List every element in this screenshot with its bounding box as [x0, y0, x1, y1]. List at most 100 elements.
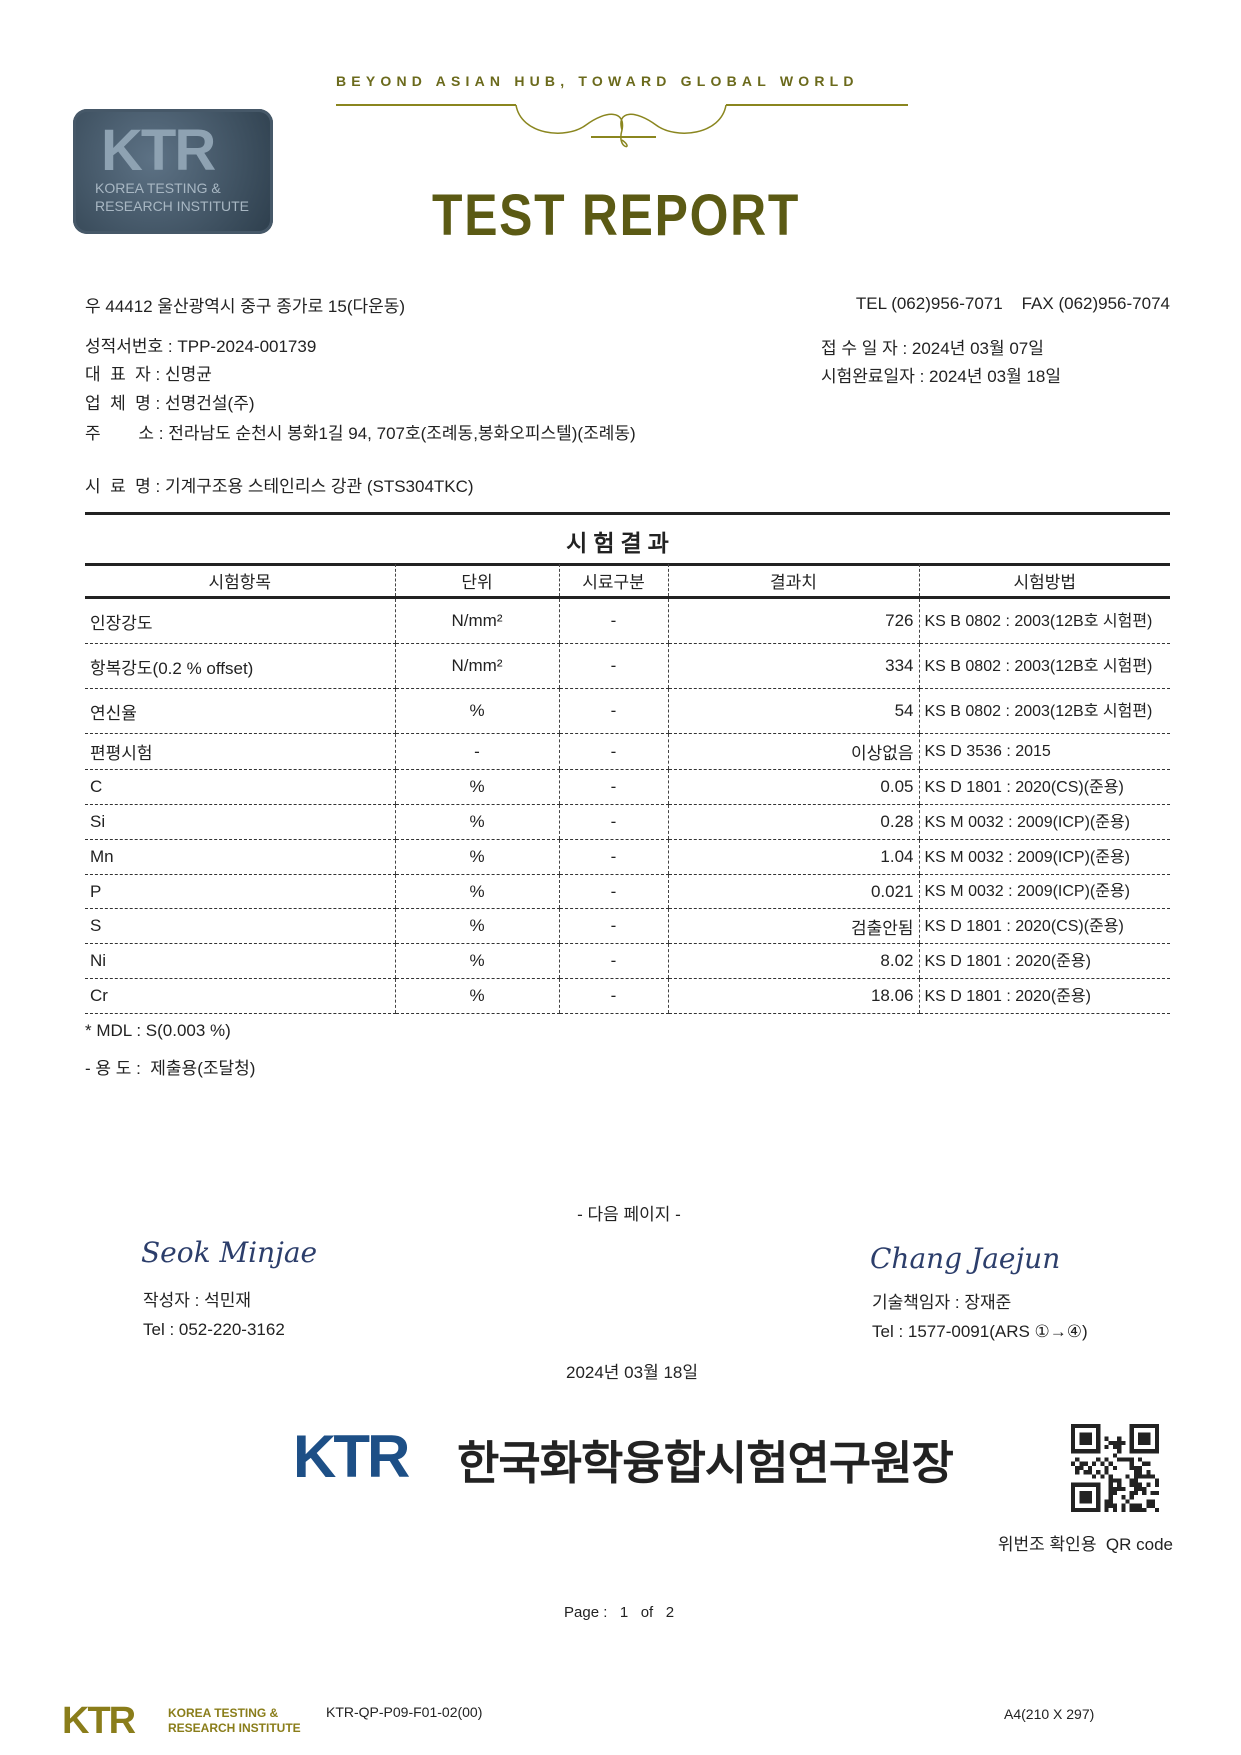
- unit: %: [394, 874, 559, 909]
- organization-name: 한국화학융합시험연구원장: [457, 1437, 954, 1489]
- company-address: 주 소 : 전라남도 순천시 봉화1길 94, 707호(조례동,봉화오피스텔)…: [85, 424, 636, 443]
- test-item: 항복강도(0.2 % offset): [85, 643, 395, 689]
- test-item: Cr: [85, 978, 395, 1014]
- sample-type: -: [558, 804, 668, 840]
- table-row: P% -0.021 KS M 0032 : 2009(ICP)(준용): [85, 874, 1170, 909]
- test-method: KS M 0032 : 2009(ICP)(준용): [918, 804, 1170, 840]
- unit: %: [394, 908, 559, 944]
- test-method: KS D 1801 : 2020(준용): [918, 943, 1170, 979]
- test-method: KS M 0032 : 2009(ICP)(준용): [918, 839, 1170, 875]
- results-table: 시험항목 단위 시료구분 결과치 시험방법 인장강도 N/mm² -726 KS B …: [85, 564, 1170, 1014]
- sample-type: -: [558, 769, 668, 805]
- test-item: 편평시험: [85, 733, 395, 770]
- test-item: Si: [85, 804, 395, 840]
- test-item: C: [85, 769, 395, 805]
- manager-signature: Chang Jaejun: [870, 1242, 1061, 1275]
- table-row: Si% -0.28 KS M 0032 : 2009(ICP)(준용): [85, 804, 1170, 840]
- report-title: TEST REPORT: [432, 183, 801, 248]
- form-code: KTR-QP-P09-F01-02(00): [326, 1704, 483, 1720]
- usage-note: - 용 도 : 제출용(조달청): [85, 1059, 256, 1078]
- test-method: KS B 0802 : 2003(12B호 시험편): [918, 688, 1170, 734]
- result-value: 1.04: [667, 839, 919, 875]
- table-row: 연신율% -54 KS B 0802 : 2003(12B호 시험편): [85, 688, 1170, 734]
- table-row: S% - 검출안됨 KS D 1801 : 2020(CS)(준용): [85, 908, 1170, 944]
- sample-type: -: [558, 597, 668, 644]
- test-method: KS D 3536 : 2015: [918, 733, 1170, 770]
- qr-caption: 위번조 확인용 QR code: [997, 1535, 1173, 1554]
- result-value: 이상없음: [667, 733, 919, 770]
- sample-type: -: [558, 943, 668, 979]
- form-ktr-logo: KTR: [62, 1700, 136, 1742]
- test-method: KS D 1801 : 2020(CS)(준용): [918, 769, 1170, 805]
- test-method: KS D 1801 : 2020(CS)(준용): [918, 908, 1170, 944]
- technical-manager: 기술책임자 : 장재준: [872, 1293, 1012, 1312]
- form-logo-sub-2: RESEARCH INSTITUTE: [168, 1721, 301, 1735]
- company-name: 업 체 명 : 선명건설(주): [85, 394, 255, 413]
- result-value: 334: [667, 643, 919, 689]
- representative: 대 표 자 : 신명균: [85, 365, 212, 384]
- sample-type: -: [558, 874, 668, 909]
- test-item: 인장강도: [85, 597, 395, 644]
- table-row: Mn% -1.04 KS M 0032 : 2009(ICP)(준용): [85, 839, 1170, 875]
- test-item: P: [85, 874, 395, 909]
- table-row: 편평시험 - - 이상없음 KS D 3536 : 2015: [85, 733, 1170, 770]
- slogan: BEYOND ASIAN HUB, TOWARD GLOBAL WORLD: [336, 73, 859, 89]
- author-tel: Tel : 052-220-3162: [143, 1320, 285, 1339]
- completed-date: 시험완료일자 : 2024년 03월 18일: [821, 367, 1062, 386]
- unit: N/mm²: [394, 597, 559, 644]
- result-value: 0.05: [667, 769, 919, 805]
- column-header: 시료구분: [558, 564, 668, 599]
- result-value: 0.021: [667, 874, 919, 909]
- test-method: KS D 1801 : 2020(준용): [918, 978, 1170, 1014]
- manager-tel: Tel : 1577-0091(ARS ①→④): [872, 1322, 1088, 1341]
- qr-code-icon[interactable]: [1070, 1424, 1160, 1512]
- unit: %: [394, 804, 559, 840]
- report-number: 성적서번호 : TPP-2024-001739: [85, 337, 317, 356]
- received-date: 접 수 일 자 : 2024년 03월 07일: [821, 339, 1044, 358]
- logo-text: KTR: [101, 118, 216, 183]
- column-header: 단위: [394, 564, 559, 599]
- sample-type: -: [558, 908, 668, 944]
- lab-tel-fax: TEL (062)956-7071 FAX (062)956-7074: [855, 294, 1170, 313]
- sample-type: -: [558, 839, 668, 875]
- unit: %: [394, 839, 559, 875]
- sample-type: -: [558, 688, 668, 734]
- test-item: 연신율: [85, 688, 395, 734]
- test-method: KS B 0802 : 2003(12B호 시험편): [918, 597, 1170, 644]
- table-row: 인장강도 N/mm² -726 KS B 0802 : 2003(12B호 시험편): [85, 597, 1170, 644]
- test-item: Ni: [85, 943, 395, 979]
- column-header: 시험방법: [918, 564, 1170, 599]
- sample-type: -: [558, 733, 668, 770]
- logo-subtext-1: KOREA TESTING &: [95, 180, 221, 196]
- table-header-row: 시험항목 단위 시료구분 결과치 시험방법: [85, 564, 1170, 599]
- test-item: S: [85, 908, 395, 944]
- table-row: 항복강도(0.2 % offset) N/mm² -334 KS B 0802 : 2…: [85, 643, 1170, 689]
- paper-size: A4(210 X 297): [1004, 1706, 1095, 1722]
- unit: -: [394, 733, 559, 770]
- result-value: 0.28: [667, 804, 919, 840]
- sample-name: 시 료 명 : 기계구조용 스테인리스 강관 (STS304TKC): [85, 477, 474, 496]
- author: 작성자 : 석민재: [143, 1291, 252, 1310]
- logo-subtext: KOREA TESTING & RESEARCH INSTITUTE: [95, 179, 249, 215]
- ktr-logo: KTR: [293, 1423, 410, 1490]
- page-indicator: Page : 1 of 2: [564, 1604, 675, 1621]
- unit: %: [394, 943, 559, 979]
- unit: %: [394, 769, 559, 805]
- form-logo-subtext: KOREA TESTING & RESEARCH INSTITUTE: [168, 1706, 301, 1736]
- sample-type: -: [558, 643, 668, 689]
- form-logo-sub-1: KOREA TESTING &: [168, 1706, 279, 1720]
- lab-address: 우 44412 울산광역시 중구 종가로 15(다운동): [85, 297, 406, 316]
- column-header: 결과치: [667, 564, 919, 599]
- result-value: 726: [667, 597, 919, 644]
- mdl-note: * MDL : S(0.003 %): [85, 1021, 231, 1040]
- unit: N/mm²: [394, 643, 559, 689]
- sample-type: -: [558, 978, 668, 1014]
- result-value: 검출안됨: [667, 908, 919, 944]
- unit: %: [394, 978, 559, 1014]
- ornament-divider: [336, 104, 908, 148]
- table-row: C% -0.05 KS D 1801 : 2020(CS)(준용): [85, 769, 1170, 805]
- author-signature: Seok Minjae: [141, 1236, 318, 1269]
- result-value: 54: [667, 688, 919, 734]
- column-header: 시험항목: [85, 564, 395, 599]
- results-heading: 시험결과: [566, 530, 675, 556]
